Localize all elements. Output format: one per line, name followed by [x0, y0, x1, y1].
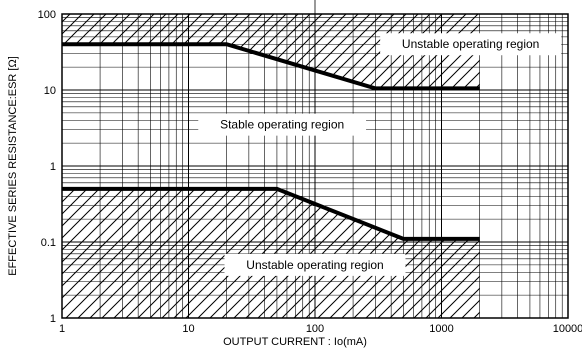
x-tick-label: 1	[59, 323, 65, 335]
x-tick-label: 100	[306, 323, 324, 335]
y-axis-title: EFFECTIVE SERIES RESISTANCE:ESR [Ω]	[7, 56, 19, 276]
y-tick-label: 100	[38, 9, 56, 21]
esr-boundary-lines	[62, 42, 480, 241]
region-label: Unstable operating region	[402, 37, 539, 51]
region-label: Unstable operating region	[246, 258, 383, 272]
boundary-line-2	[62, 186, 480, 241]
y-tick-label: 1	[50, 313, 56, 325]
plot-frame	[61, 13, 569, 319]
y-tick-label: 10	[44, 85, 56, 97]
region-label: Stable operating region	[220, 118, 344, 132]
tick-labels: 1 10 100 1000 10000 100 10 1 0.1 1	[38, 9, 582, 335]
region-label-box	[198, 113, 367, 136]
region-label-box	[380, 33, 562, 56]
x-axis-title: OUTPUT CURRENT : Io(mA)	[223, 336, 367, 348]
lower-unstable-hatch	[62, 188, 480, 318]
region-label-box	[224, 253, 406, 276]
y-tick-label: 1	[50, 161, 56, 173]
x-tick-label: 1000	[429, 323, 453, 335]
region-labels: Unstable operating region Stable operatin…	[198, 33, 562, 276]
x-tick-label: 10	[182, 323, 194, 335]
y-tick-label: 0.1	[41, 237, 56, 249]
x-tick-label: 10000	[553, 323, 582, 335]
boundary-line-1	[62, 42, 480, 91]
